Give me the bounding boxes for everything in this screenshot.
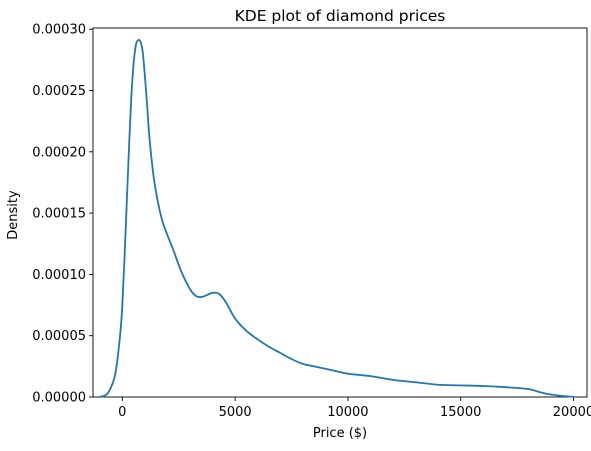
kde-line-series [100, 40, 574, 397]
y-tick-label: 0.00000 [32, 391, 86, 406]
chart-title: KDE plot of diamond prices [235, 7, 446, 25]
y-tick-label: 0.00010 [32, 268, 86, 283]
y-tick-label: 0.00015 [32, 207, 86, 222]
x-tick-label: 15000 [440, 405, 481, 420]
y-tick-label: 0.00005 [32, 329, 86, 344]
y-axis: 0.00000 0.00005 0.00010 0.00015 0.00020 0.000… [32, 23, 93, 406]
x-tick-label: 5000 [219, 405, 252, 420]
x-axis: 0 5000 10000 15000 20000 [118, 397, 591, 420]
y-tick-label: 0.00025 [32, 84, 86, 99]
y-tick-label: 0.00030 [32, 23, 86, 38]
x-tick-label: 0 [118, 405, 126, 420]
x-axis-label: Price ($) [313, 426, 367, 441]
y-axis-label: Density [6, 190, 21, 240]
plot-area-frame [93, 28, 587, 397]
x-tick-label: 10000 [327, 405, 368, 420]
x-tick-label: 20000 [553, 405, 591, 420]
y-tick-label: 0.00020 [32, 145, 86, 160]
